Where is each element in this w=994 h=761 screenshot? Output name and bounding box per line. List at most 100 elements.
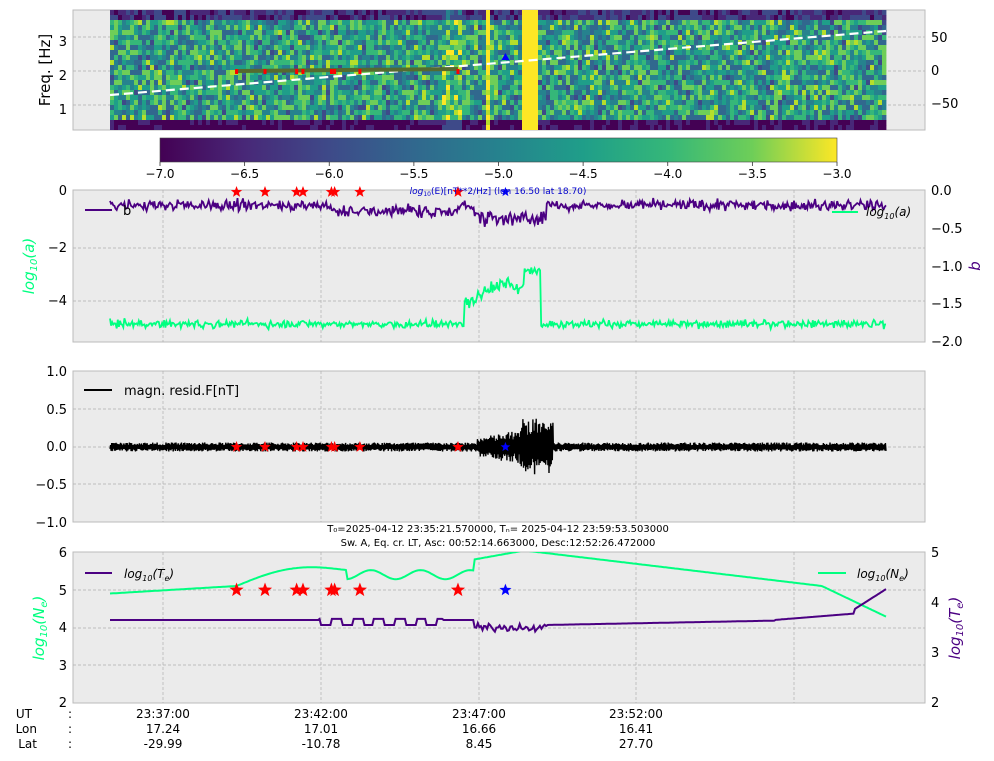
heatmap-cell <box>630 10 635 16</box>
heatmap-cell <box>258 120 263 126</box>
heatmap-cell <box>778 80 783 86</box>
heatmap-cell <box>510 70 515 76</box>
heatmap-cell <box>710 125 715 130</box>
heatmap-cell <box>394 80 399 86</box>
heatmap-cell <box>862 25 867 31</box>
heatmap-cell <box>850 110 855 116</box>
heatmap-cell <box>278 105 283 111</box>
heatmap-cell <box>418 40 423 46</box>
heatmap-cell <box>474 20 479 26</box>
heatmap-cell <box>266 75 271 81</box>
heatmap-cell <box>578 85 583 91</box>
heatmap-cell <box>714 110 719 116</box>
heatmap-cell <box>426 100 431 106</box>
heatmap-cell <box>138 55 143 61</box>
heatmap-cell <box>582 15 587 21</box>
heatmap-cell <box>794 80 799 86</box>
heatmap-cell <box>170 85 175 91</box>
heatmap-cell <box>126 55 131 61</box>
heatmap-cell <box>814 115 819 121</box>
heatmap-cell <box>486 30 491 36</box>
heatmap-cell <box>718 30 723 36</box>
heatmap-cell <box>218 105 223 111</box>
heatmap-cell <box>478 55 483 61</box>
heatmap-cell <box>734 50 739 56</box>
heatmap-cell <box>618 55 623 61</box>
heatmap-cell <box>506 50 511 56</box>
heatmap-cell <box>466 15 471 21</box>
heatmap-cell <box>382 50 387 56</box>
heatmap-cell <box>114 15 119 21</box>
heatmap-cell <box>198 55 203 61</box>
heatmap-cell <box>410 90 415 96</box>
heatmap-cell <box>374 15 379 21</box>
heatmap-cell <box>422 75 427 81</box>
heatmap-cell <box>782 55 787 61</box>
heatmap-cell <box>362 120 367 126</box>
heatmap-cell <box>146 25 151 31</box>
heatmap-cell <box>294 45 299 51</box>
heatmap-cell <box>478 70 483 76</box>
heatmap-cell <box>742 10 747 16</box>
heatmap-cell <box>262 25 267 31</box>
x-axis-labels: UT Lon Lat : : : 23:37:00 17.24 -29.99 2… <box>16 707 663 751</box>
heatmap-cell <box>878 55 883 61</box>
heatmap-cell <box>142 110 147 116</box>
heatmap-cell <box>782 100 787 106</box>
heatmap-cell <box>262 55 267 61</box>
heatmap-cell <box>766 60 771 66</box>
heatmap-cell <box>218 70 223 76</box>
heatmap-cell <box>490 15 495 21</box>
heatmap-cell <box>438 110 443 116</box>
heatmap-cell <box>358 125 363 130</box>
heatmap-cell <box>770 65 775 71</box>
heatmap-cell <box>862 40 867 46</box>
heatmap-cell <box>190 90 195 96</box>
heatmap-cell <box>794 20 799 26</box>
heatmap-cell <box>706 45 711 51</box>
heatmap-cell <box>378 30 383 36</box>
heatmap-cell <box>870 25 875 31</box>
heatmap-cell <box>314 90 319 96</box>
heatmap-cell <box>122 70 127 76</box>
heatmap-cell <box>678 100 683 106</box>
heatmap-cell <box>602 65 607 71</box>
heatmap-cell <box>554 110 559 116</box>
heatmap-cell <box>446 110 451 116</box>
heatmap-cell <box>546 30 551 36</box>
heatmap-cell <box>830 40 835 46</box>
red-star-marker <box>289 582 304 597</box>
panel4-event-markers <box>229 582 512 597</box>
heatmap-cell <box>186 95 191 101</box>
heatmap-cell <box>286 65 291 71</box>
heatmap-cell <box>270 45 275 51</box>
heatmap-cell <box>598 30 603 36</box>
heatmap-cell <box>178 115 183 121</box>
heatmap-cell <box>834 65 839 71</box>
heatmap-cell <box>430 20 435 26</box>
heatmap-cell <box>298 105 303 111</box>
heatmap-cell <box>130 50 135 56</box>
heatmap-cell <box>802 120 807 126</box>
heatmap-cell <box>202 90 207 96</box>
heatmap-cell <box>174 25 179 31</box>
heatmap-cell <box>838 100 843 106</box>
heatmap-cell <box>238 15 243 21</box>
heatmap-cell <box>570 100 575 106</box>
y-tick: 0 <box>59 184 67 199</box>
heatmap-cell <box>790 125 795 130</box>
heatmap-cell <box>702 100 707 106</box>
heatmap-cell <box>806 15 811 21</box>
heatmap-cell <box>742 80 747 86</box>
heatmap-cell <box>710 45 715 51</box>
heatmap-cell <box>714 35 719 41</box>
heatmap-cell <box>362 125 367 130</box>
heatmap-cell <box>590 110 595 116</box>
heatmap-cell <box>474 55 479 61</box>
panel2-y2-ticks: 0.0 −0.5 −1.0 −1.5 −2.0 <box>931 184 963 350</box>
heatmap-cell <box>474 95 479 101</box>
heatmap-cell <box>346 25 351 31</box>
heatmap-cell <box>634 80 639 86</box>
heatmap-cell <box>206 45 211 51</box>
heatmap-cell <box>206 120 211 126</box>
